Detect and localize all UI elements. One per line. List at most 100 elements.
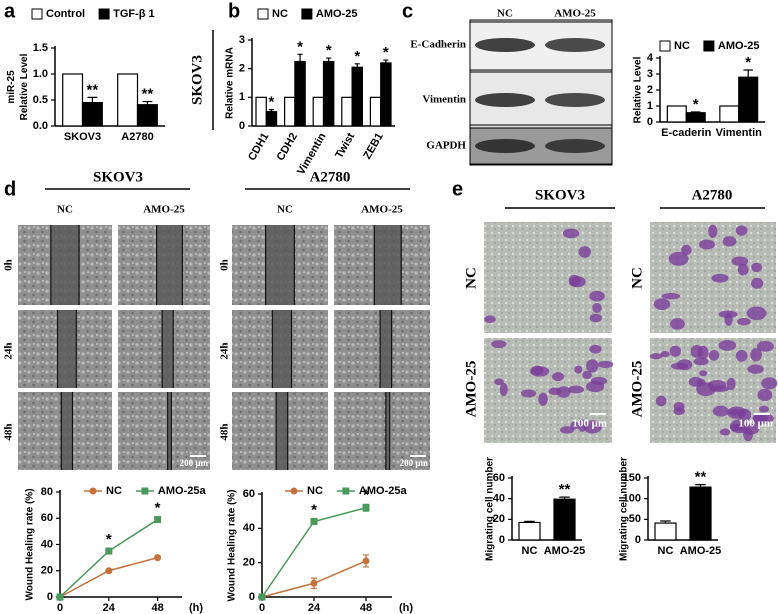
legend-label: AMO-25	[718, 40, 760, 52]
stained-cell	[728, 408, 744, 416]
significance: *	[106, 531, 112, 548]
stained-cell	[655, 395, 667, 407]
error-bar	[559, 496, 570, 500]
y-tick-label: 40	[41, 538, 53, 550]
legend-swatch	[703, 40, 715, 52]
y-tick-label: 150	[623, 472, 641, 484]
legend-swatch	[659, 40, 671, 52]
legend-swatch	[98, 8, 110, 20]
y-tick-label: 3	[239, 34, 245, 46]
row-label: 48h	[219, 423, 231, 440]
legend-label: NC	[307, 485, 323, 497]
bar	[81, 101, 103, 127]
legend-marker	[89, 487, 97, 495]
error-bar	[326, 57, 332, 62]
error-bar	[383, 59, 389, 63]
stained-cell	[712, 405, 729, 417]
row-label: AMO-25	[463, 361, 479, 418]
error-bar	[142, 100, 153, 105]
stained-cell	[752, 414, 765, 427]
stained-cell	[751, 262, 762, 273]
data-point	[362, 504, 370, 512]
blot-band	[475, 38, 535, 52]
wound-gap	[50, 225, 80, 305]
y-tick-label: 4	[647, 52, 654, 64]
wound-gap	[385, 392, 390, 470]
stained-cell	[757, 388, 773, 402]
bar	[312, 96, 325, 127]
stained-cell	[756, 340, 774, 352]
legend-marker	[342, 487, 350, 495]
blot-row: GAPDH	[426, 140, 466, 152]
x-tick-label: 0	[259, 602, 265, 614]
y-tick-label: 2	[239, 63, 245, 75]
row-label: AMO-25	[629, 361, 645, 418]
y-tick-label: 20	[41, 565, 53, 577]
stained-cell	[758, 405, 770, 413]
x-tick-label: ZEB1	[361, 131, 385, 161]
series-line	[59, 556, 158, 598]
blot-band	[545, 93, 605, 107]
stained-cell	[711, 273, 729, 283]
bar	[265, 111, 278, 127]
legend-label: NC	[674, 40, 690, 52]
wound-gap	[167, 392, 172, 470]
data-point	[154, 516, 162, 524]
stained-cell	[751, 277, 764, 289]
stained-cell	[649, 353, 663, 360]
block-title: A2780	[692, 187, 733, 203]
scale-bar-label: 100 μm	[572, 418, 607, 430]
block-title: SKOV3	[535, 187, 585, 203]
y-tick-label: 0	[239, 120, 245, 132]
x-tick-label: 48	[360, 602, 372, 614]
blot-band	[545, 139, 605, 153]
error-bar	[743, 69, 753, 78]
stained-cell	[574, 365, 583, 374]
row-label: NC	[463, 267, 479, 289]
y-tick-label: 20	[493, 513, 505, 525]
stained-cell	[676, 359, 693, 371]
y-tick-label: 1.5	[33, 42, 48, 54]
y-axis-label: miR-25	[6, 70, 17, 104]
stained-cell	[520, 389, 537, 398]
y-tick-label: 20	[243, 557, 255, 569]
stained-cell	[737, 317, 751, 326]
cell-line-label: SKOV3	[189, 55, 205, 105]
bar	[136, 104, 158, 127]
significance: **	[142, 86, 154, 103]
significance: **	[559, 481, 571, 498]
wound-gap	[61, 392, 73, 470]
x-tick-label: 0	[57, 602, 63, 614]
significance: **	[695, 469, 707, 486]
data-point	[154, 554, 162, 562]
panel-letter: a	[4, 0, 16, 22]
blot-row: E-Cadherin	[410, 39, 466, 51]
y-tick-label: 60	[493, 472, 505, 484]
panel-letter: c	[402, 0, 413, 22]
x-tick-label: AMO-25	[544, 545, 586, 557]
y-tick-label: 0	[499, 534, 505, 546]
y-tick-label: 100	[623, 493, 641, 505]
legend-marker	[141, 487, 149, 495]
y-tick-label: 0	[47, 591, 53, 603]
stained-cell	[722, 236, 737, 247]
y-tick-label: 40	[493, 493, 505, 505]
wound-gap	[380, 310, 392, 388]
wound-gap	[57, 310, 77, 388]
significance: *	[354, 48, 360, 65]
y-tick-label: 0	[635, 534, 641, 546]
stained-cell	[708, 224, 718, 238]
y-tick-label: 0.5	[33, 94, 48, 106]
panel-letter: e	[452, 178, 463, 200]
panel-letter: b	[228, 0, 240, 22]
stained-cell	[743, 427, 753, 442]
error-bar	[297, 53, 303, 62]
column-label: NC	[57, 204, 73, 216]
y-axis-label: Migrating cell number	[619, 457, 630, 561]
blot-row: Vimentin	[422, 94, 466, 106]
error-bar	[354, 63, 360, 68]
wound-gap	[265, 225, 295, 305]
data-point	[310, 579, 318, 587]
block-title: A2780	[310, 169, 351, 185]
